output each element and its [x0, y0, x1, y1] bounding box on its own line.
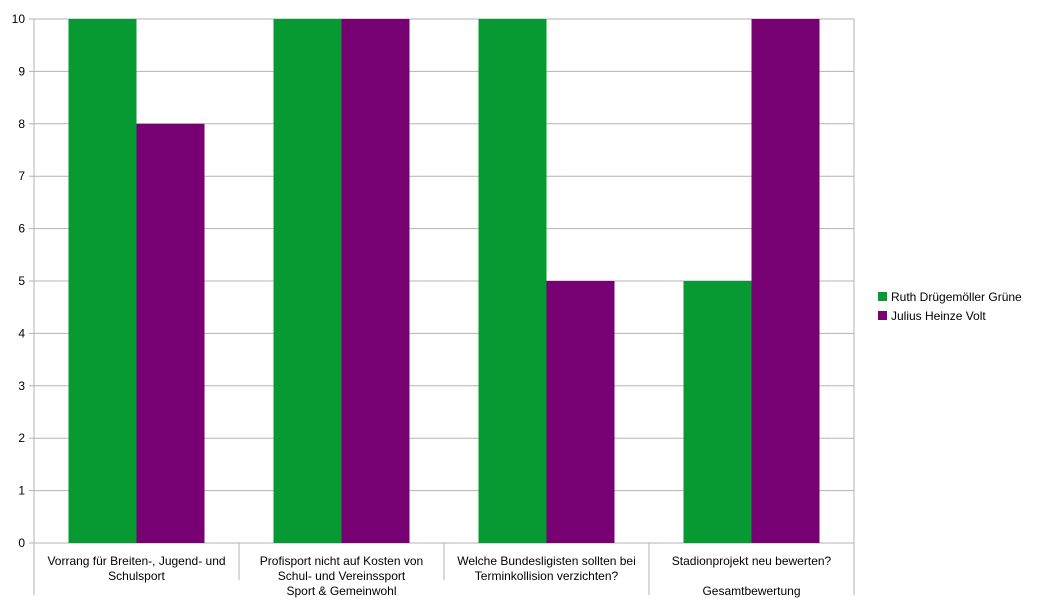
y-tick-label: 3: [18, 379, 25, 393]
axes: [33, 19, 855, 543]
x-category-label: Profisport nicht auf Kosten von: [260, 554, 423, 568]
x-axis-category-labels: Vorrang für Breiten-, Jugend- undSchulsp…: [33, 543, 855, 598]
x-group-label: Gesamtbewertung: [702, 584, 800, 598]
legend-item-series-2: Julius Heinze Volt: [878, 306, 1022, 325]
bar-series-2-category-4: [751, 19, 820, 543]
bar-series-1-category-3: [478, 19, 547, 543]
bar-series-1-category-1: [68, 19, 137, 543]
y-tick-label: 7: [18, 169, 25, 183]
legend: Ruth Drügemöller Grüne Julius Heinze Vol…: [878, 287, 1022, 325]
y-tick-label: 10: [12, 12, 26, 26]
x-category-label: Vorrang für Breiten-, Jugend- und: [47, 554, 225, 568]
y-tick-label: 1: [18, 484, 25, 498]
x-category-label: Schul- und Vereinssport: [278, 569, 406, 583]
y-tick-label: 2: [18, 431, 25, 445]
bars: [68, 19, 820, 544]
x-group-label: Sport & Gemeinwohl: [286, 584, 396, 598]
y-tick-label: 4: [18, 326, 25, 340]
y-axis-tick-labels: 0 1 2 3 4 5 6 7 8 9 10: [12, 12, 34, 550]
bar-series-2-category-1: [136, 123, 205, 544]
y-tick-label: 6: [18, 222, 25, 236]
y-tick-label: 9: [18, 64, 25, 78]
bar-series-1-category-2: [273, 19, 342, 543]
y-tick-label: 5: [18, 274, 25, 288]
y-tick-label: 8: [18, 117, 25, 131]
bar-series-1-category-4: [683, 281, 752, 543]
legend-item-series-1: Ruth Drügemöller Grüne: [878, 287, 1022, 306]
x-category-label: Stadionprojekt neu bewerten?: [672, 554, 832, 568]
bar-series-2-category-2: [341, 19, 410, 543]
x-category-label: Schulsport: [108, 569, 165, 583]
x-category-label: Welche Bundesligisten sollten bei: [457, 554, 636, 568]
legend-swatch-series-1: [878, 292, 887, 301]
legend-swatch-series-2: [878, 311, 887, 320]
legend-label-series-2: Julius Heinze Volt: [891, 308, 986, 323]
legend-label-series-1: Ruth Drügemöller Grüne: [891, 289, 1022, 304]
y-tick-label: 0: [18, 536, 25, 550]
x-category-label: Terminkollision verzichten?: [475, 569, 619, 583]
bar-series-2-category-3: [546, 281, 615, 543]
